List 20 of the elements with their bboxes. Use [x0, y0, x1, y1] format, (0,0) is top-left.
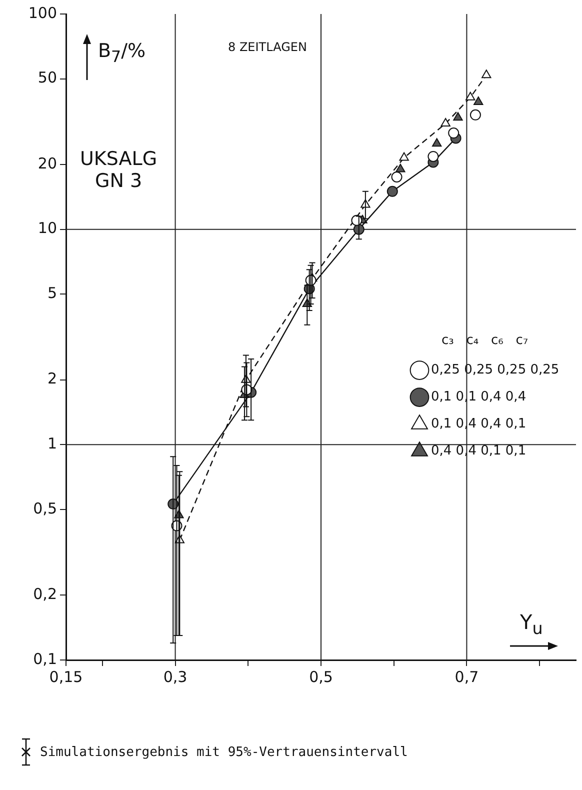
y-tick-label: 5 — [47, 284, 57, 302]
annotation: 8 ZEITLAGEN — [228, 40, 307, 54]
y-tick-label: 100 — [28, 4, 57, 22]
annotation: UKSALG GN 3 — [80, 148, 158, 192]
y-tick-label: 50 — [38, 68, 57, 87]
y-tick-label: 10 — [38, 219, 57, 238]
y-axis-title: B$_{7}$/% — [98, 40, 146, 66]
y-tick-label: 0,2 — [33, 585, 57, 604]
x-tick-label: 0,15 — [49, 668, 83, 686]
x-tick-label: 0,3 — [163, 668, 188, 686]
y-tick-label: 0,1 — [33, 650, 57, 668]
x-tick-label: 0,5 — [309, 668, 333, 686]
x-tick-label: 0,7 — [454, 668, 479, 686]
legend-title: c₃ c₄ c₆ c₇ — [442, 333, 528, 348]
y-tick-label: 2 — [47, 370, 57, 388]
y-tick-label: 0,5 — [33, 499, 57, 518]
text: Simulationsergebnis mit 95%-Vertrauensintervall — [40, 745, 408, 760]
x-axis-title: Y$_{u}$ — [520, 610, 543, 638]
y-tick-label: 1 — [47, 434, 57, 453]
y-tick-label: 20 — [38, 154, 57, 172]
